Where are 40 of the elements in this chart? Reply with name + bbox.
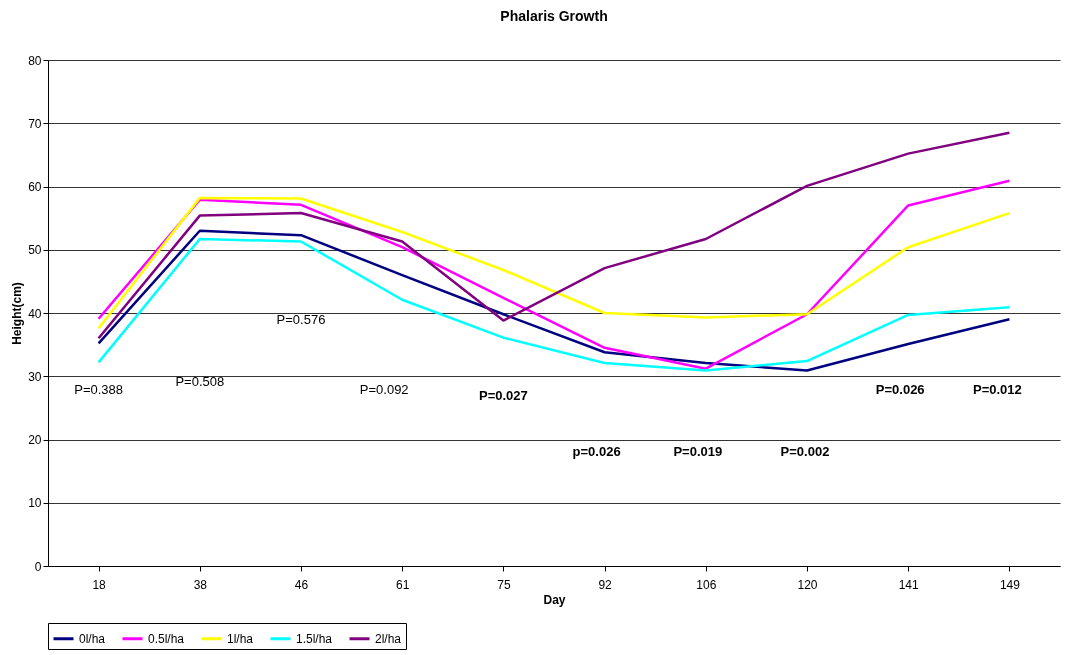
legend-label: 1l/ha	[227, 631, 254, 646]
y-tick-label: 30	[28, 369, 42, 384]
x-tick-label: 18	[92, 577, 107, 592]
y-tick-label: 80	[28, 53, 42, 68]
annotation: P=0.027	[479, 388, 528, 403]
y-tick-label: 60	[28, 180, 42, 194]
x-tick-label: 106	[696, 577, 717, 592]
annotation: P=0.019	[673, 444, 723, 459]
y-tick-label: 20	[28, 433, 42, 447]
y-tick-label: 50	[28, 243, 42, 258]
y-tick-label: 10	[28, 496, 42, 511]
x-tick-label: 141	[898, 577, 920, 592]
legend-label: 0.5l/ha	[148, 631, 185, 646]
x-axis-title: Day	[543, 592, 566, 607]
annotation: P=0.012	[973, 382, 1022, 397]
annotation: P=0.388	[74, 382, 123, 397]
x-tick-label: 61	[396, 577, 410, 592]
y-tick-label: 40	[28, 306, 42, 321]
y-tick-label: 0	[34, 559, 42, 574]
annotation: P=0.092	[359, 382, 409, 397]
annotation: p=0.026	[572, 444, 621, 459]
x-tick-label: 92	[598, 577, 613, 592]
y-tick-label: 70	[28, 116, 42, 131]
x-tick-label: 75	[497, 577, 511, 592]
line-series	[97, 179, 1011, 370]
annotation: P=0.576	[276, 312, 326, 327]
legend-label: 2l/ha	[375, 631, 402, 646]
x-tick-label: 38	[193, 577, 208, 592]
annotation: P=0.026	[875, 382, 925, 397]
chart-title: Phalaris Growth	[500, 8, 608, 24]
annotation: P=0.508	[175, 374, 225, 389]
legend-label: 1.5l/ha	[296, 631, 333, 646]
x-tick-label: 149	[999, 577, 1021, 592]
legend-label: 0l/ha	[79, 631, 106, 646]
line-series	[97, 131, 1011, 340]
y-axis-title: Height(cm)	[10, 282, 25, 345]
x-tick-label: 120	[797, 577, 818, 592]
annotation: P=0.002	[780, 444, 830, 459]
line-series	[97, 196, 1011, 330]
x-tick-label: 46	[294, 577, 309, 592]
